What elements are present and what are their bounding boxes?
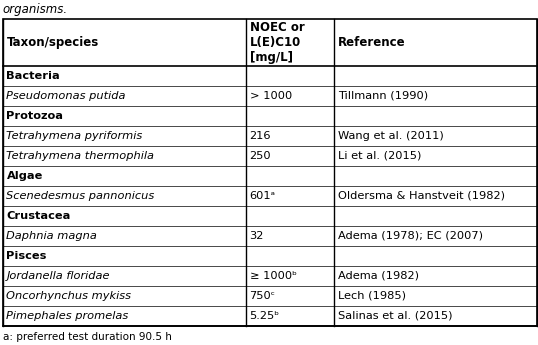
Text: a: preferred test duration 90.5 h: a: preferred test duration 90.5 h <box>3 332 172 342</box>
Text: Daphnia magna: Daphnia magna <box>6 231 97 240</box>
Text: Bacteria: Bacteria <box>6 71 60 80</box>
Text: 32: 32 <box>250 231 264 240</box>
Text: Adema (1982): Adema (1982) <box>338 271 419 280</box>
Text: organisms.: organisms. <box>3 3 68 16</box>
Text: Oncorhynchus mykiss: Oncorhynchus mykiss <box>6 291 131 300</box>
Text: 216: 216 <box>250 131 271 140</box>
Text: Pseudomonas putida: Pseudomonas putida <box>6 91 126 100</box>
Text: Reference: Reference <box>338 36 405 49</box>
Text: Pisces: Pisces <box>6 251 47 260</box>
Text: Crustacea: Crustacea <box>6 211 71 220</box>
Text: Salinas et al. (2015): Salinas et al. (2015) <box>338 311 452 321</box>
Text: 5.25ᵇ: 5.25ᵇ <box>250 311 280 321</box>
Text: Lech (1985): Lech (1985) <box>338 291 406 300</box>
Text: 250: 250 <box>250 151 271 160</box>
Text: Jordanella floridae: Jordanella floridae <box>6 271 110 280</box>
Text: Tetrahymena thermophila: Tetrahymena thermophila <box>6 151 154 160</box>
Text: NOEC or
L(E)C10
[mg/L]: NOEC or L(E)C10 [mg/L] <box>250 21 305 64</box>
Text: Algae: Algae <box>6 171 43 180</box>
Text: ≥ 1000ᵇ: ≥ 1000ᵇ <box>250 271 296 280</box>
Text: Li et al. (2015): Li et al. (2015) <box>338 151 421 160</box>
Text: 601ᵃ: 601ᵃ <box>250 191 275 200</box>
Text: Tillmann (1990): Tillmann (1990) <box>338 91 428 100</box>
Text: Adema (1978); EC (2007): Adema (1978); EC (2007) <box>338 231 483 240</box>
Text: Tetrahymena pyriformis: Tetrahymena pyriformis <box>6 131 143 140</box>
Text: Scenedesmus pannonicus: Scenedesmus pannonicus <box>6 191 155 200</box>
Bar <box>3 19 537 326</box>
Text: 750ᶜ: 750ᶜ <box>250 291 275 300</box>
Text: Pimephales promelas: Pimephales promelas <box>6 311 129 321</box>
Text: Protozoa: Protozoa <box>6 111 63 120</box>
Text: > 1000: > 1000 <box>250 91 292 100</box>
Text: Oldersma & Hanstveit (1982): Oldersma & Hanstveit (1982) <box>338 191 505 200</box>
Text: Wang et al. (2011): Wang et al. (2011) <box>338 131 443 140</box>
Text: Taxon/species: Taxon/species <box>6 36 98 49</box>
